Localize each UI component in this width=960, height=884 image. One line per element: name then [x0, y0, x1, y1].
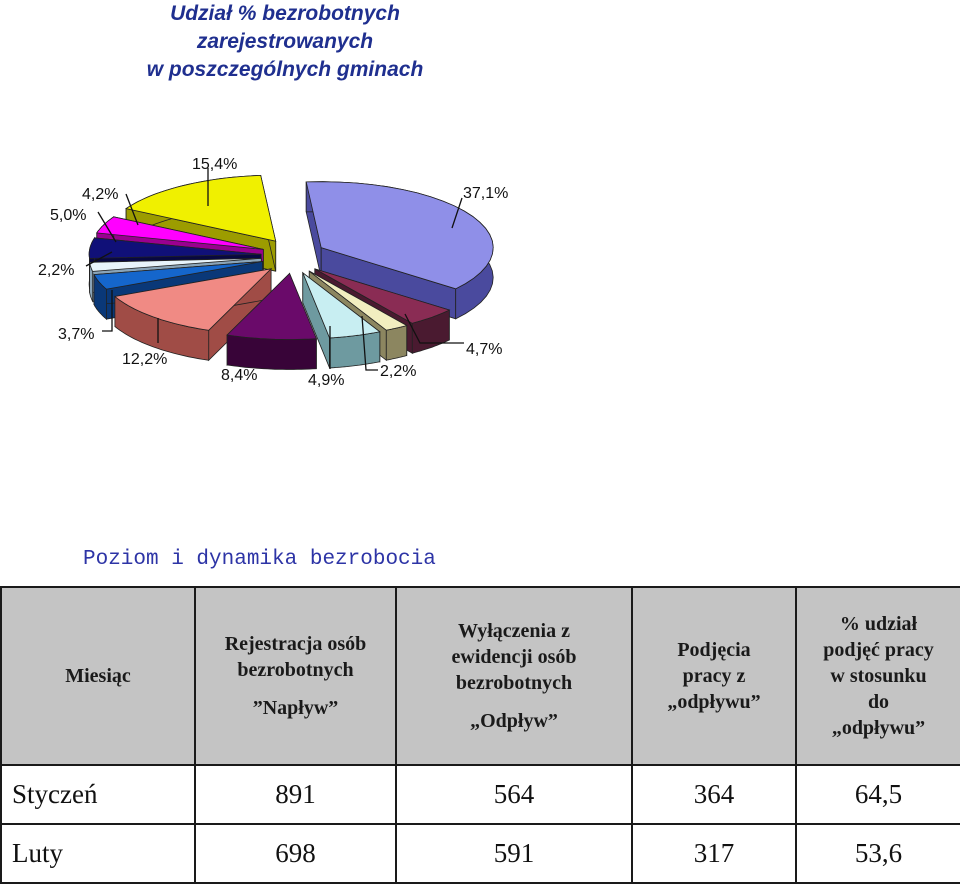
slice-label: 2,2% [38, 262, 74, 279]
header-share-line-4: do [867, 691, 890, 713]
pie-slice-top [93, 261, 263, 290]
leader-line [125, 193, 139, 226]
table-row: Luty 698 591 317 53,6 [0, 823, 960, 884]
slice-label: 4,7% [466, 341, 502, 358]
slice-label: 2,2% [380, 363, 416, 380]
cell-inflow: 698 [194, 823, 397, 884]
pie-slice-side [385, 324, 408, 361]
pie-slice-side [226, 334, 317, 370]
chart-title: Udział % bezrobotnych zarejestrowanych w… [110, 0, 460, 84]
cell-month: Styczeń [0, 764, 196, 825]
cell-share: 53,6 [795, 823, 960, 884]
slice-label: 12,2% [122, 351, 167, 368]
chart-title-line-3: w poszczególnych gminach [146, 58, 424, 81]
pie-slice-top [305, 181, 494, 290]
leader-line [451, 197, 463, 229]
pie-slice [301, 271, 381, 369]
leader-line [102, 290, 113, 332]
pie-slice-top [96, 216, 264, 250]
header-inflow: Rejestracja osób bezrobotnych ”Napływ” [194, 586, 397, 766]
slice-label: 15,4% [192, 156, 237, 173]
slice-label: 8,4% [221, 367, 257, 384]
slice-label: 5,0% [50, 207, 86, 224]
pie-slice [113, 267, 273, 362]
pie-slice-top [301, 271, 381, 339]
chart-title-line-2: zarejestrowanych [196, 30, 374, 53]
pie-slice [305, 181, 494, 320]
header-jobs-line-1: Podjęcia [677, 639, 751, 661]
slice-label: 4,9% [308, 372, 344, 389]
chart-title-line-1: Udział % bezrobotnych [170, 2, 400, 25]
header-jobs: Podjęcia pracy z „odpływu” [631, 586, 797, 766]
header-outflow-sub: „Odpływ” [470, 710, 558, 732]
header-month: Miesiąc [0, 586, 196, 766]
slice-label: 4,2% [82, 186, 118, 203]
header-inflow-line-1: Rejestracja osób [224, 633, 367, 655]
unemployment-table: Miesiąc Rejestracja osób bezrobotnych ”N… [0, 586, 960, 884]
cell-outflow: 564 [395, 764, 633, 825]
header-inflow-sub: ”Napływ” [252, 697, 339, 719]
section-title: Poziom i dynamika bezrobocia [83, 548, 436, 571]
pie-slice-top [125, 174, 277, 242]
header-share-line-3: w stosunku [830, 665, 927, 687]
pie-slice-top [226, 272, 317, 340]
header-share-line-1: % udział [839, 613, 918, 635]
cell-month: Luty [0, 823, 196, 884]
header-month-line-1: Miesiąc [65, 665, 131, 687]
slice-label: 3,7% [58, 326, 94, 343]
leader-line [97, 211, 117, 243]
cell-share: 64,5 [795, 764, 960, 825]
slice-label: 37,1% [463, 185, 508, 202]
header-jobs-line-2: pracy z [682, 665, 746, 687]
header-share-line-2: podjęć pracy [823, 639, 934, 661]
pie-chart: 37,1% 4,7% 2,2% 4,9% 8,4% 12,2% 3,7% 2,2% 5,0% 4,… [38, 156, 508, 389]
cell-inflow: 891 [194, 764, 397, 825]
pie-slice-top [113, 268, 273, 331]
header-outflow-line-2: ewidencji osób [451, 646, 577, 668]
cell-jobs: 364 [631, 764, 797, 825]
header-share-line-5: „odpływu” [831, 717, 926, 739]
leader-line [404, 313, 464, 344]
table-header-row: Miesiąc Rejestracja osób bezrobotnych ”N… [0, 586, 960, 766]
pie-slice-top [314, 268, 451, 324]
leader-line [85, 251, 113, 267]
pie-slice-top [309, 270, 408, 331]
leader-line [361, 315, 378, 371]
header-outflow: Wyłączenia z ewidencji osób bezrobotnych… [395, 586, 633, 766]
pie-slice-top [88, 237, 262, 259]
table-row: Styczeń 891 564 364 64,5 [0, 764, 960, 825]
header-jobs-line-3: „odpływu” [667, 691, 761, 713]
header-share: % udział podjęć pracy w stosunku do „odp… [795, 586, 960, 766]
cell-jobs: 317 [631, 823, 797, 884]
header-outflow-line-3: bezrobotnych [455, 672, 573, 694]
cell-outflow: 591 [395, 823, 633, 884]
pie-slice [226, 272, 317, 370]
header-inflow-line-2: bezrobotnych [237, 659, 354, 681]
header-outflow-line-1: Wyłączenia z [457, 620, 570, 642]
